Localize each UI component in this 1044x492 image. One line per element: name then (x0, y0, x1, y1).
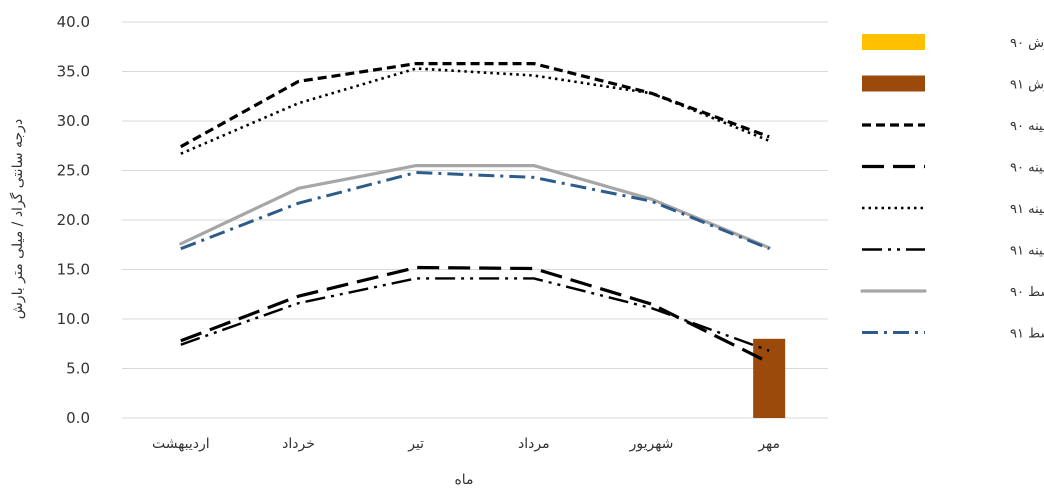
x-category-label: مرداد (518, 436, 550, 452)
series-line (180, 171, 770, 251)
legend-swatch (862, 75, 925, 92)
legend-label: بارش ۹۱ (1010, 78, 1044, 93)
series-line (180, 265, 770, 365)
legend-label: دمای متوسط ۹۱ (1010, 327, 1044, 342)
y-tick-label: 0.0 (66, 409, 90, 427)
bars (753, 338, 786, 418)
series-lines (179, 62, 771, 365)
x-category-label: مهر (757, 436, 780, 452)
series-line (180, 67, 770, 155)
y-tick-label: 10.0 (57, 310, 90, 328)
legend: بارش ۹۰ بارش ۹۱ دمای بیشینه ۹۰ دمای کمینه ۹… (860, 34, 1044, 342)
y-axis-title: درجه سانتی گراد / میلی متر بارش (9, 119, 26, 319)
series-line (180, 62, 770, 149)
x-category-label: اردیبهشت (152, 436, 210, 452)
y-tick-label: 5.0 (66, 360, 90, 378)
y-tick-label: 35.0 (57, 63, 90, 81)
series-line (179, 164, 771, 250)
y-tick-label: 20.0 (57, 211, 90, 229)
series-line (180, 277, 770, 352)
y-tick-label: 25.0 (57, 162, 90, 180)
x-category-labels: اردیبهشت خرداد تیر مرداد شهریور مهر (152, 436, 780, 452)
x-category-label: شهریور (629, 436, 674, 452)
legend-label: دمای کمینه ۹۱ (1010, 244, 1044, 259)
precipitation-bar (753, 338, 786, 418)
y-tick-labels: 0.0 5.0 10.0 15.0 20.0 25.0 30.0 35.0 40.0 (57, 13, 90, 427)
legend-swatch (862, 34, 925, 50)
y-tick-label: 40.0 (57, 13, 90, 31)
x-category-label: تیر (407, 436, 424, 452)
y-tick-label: 30.0 (57, 112, 90, 130)
legend-label: دمای بیشینه ۹۱ (1010, 202, 1044, 217)
legend-label: دمای بیشینه ۹۰ (1010, 119, 1044, 134)
x-category-label: خرداد (282, 436, 315, 452)
y-tick-label: 15.0 (57, 261, 90, 279)
legend-label: بارش ۹۰ (1010, 36, 1044, 51)
legend-label: دمای کمینه ۹۰ (1010, 161, 1044, 176)
x-axis-title: ماه (454, 472, 473, 488)
legend-label: دمای متوسط ۹۰ (1010, 285, 1044, 300)
